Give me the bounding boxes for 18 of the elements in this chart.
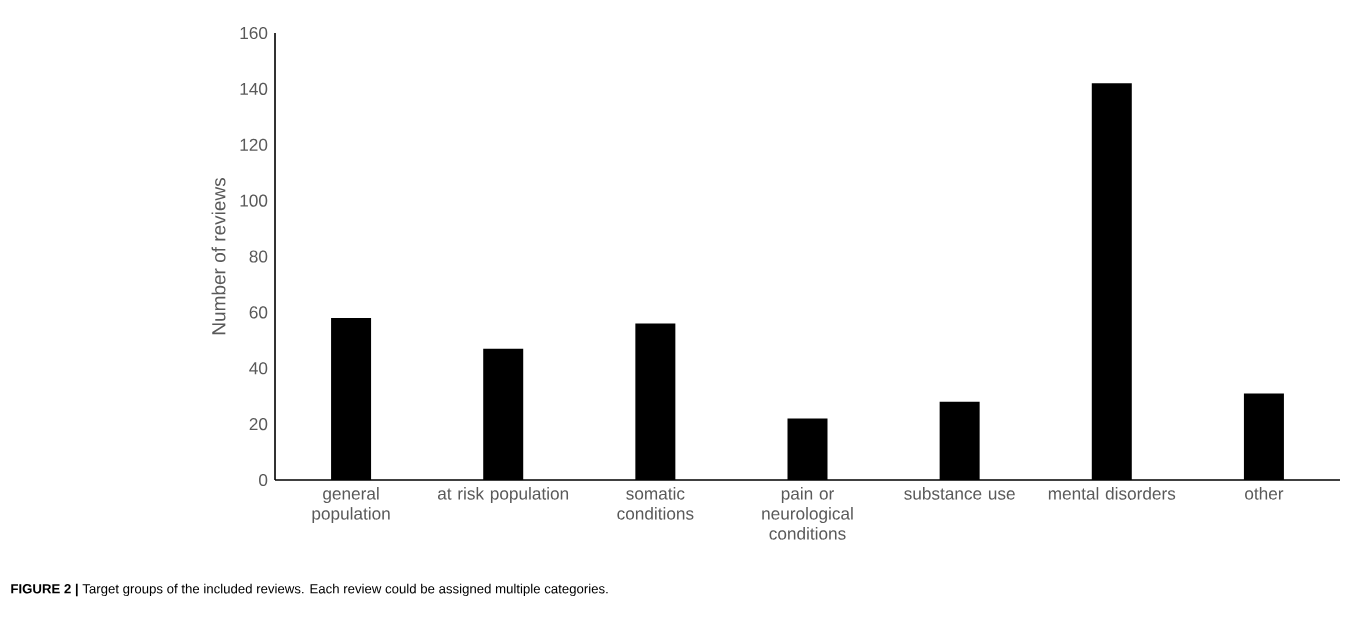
y-tick-label: 80 <box>249 250 268 263</box>
text: FIGURE 2 | Target groups of the included reviews. Each review could be assigned multiple categories. <box>11 583 608 597</box>
x-tick-label: at risk population <box>437 487 569 504</box>
y-tick-label: 20 <box>249 418 268 431</box>
x-tick-label: other <box>1245 487 1284 500</box>
y-tick-label: 160 <box>240 26 268 40</box>
x-tick-label: pain or neurological conditions <box>762 487 853 540</box>
y-tick-label: 60 <box>249 306 268 319</box>
y-tick-label: 100 <box>240 194 268 207</box>
y-axis-title: Number of reviews <box>211 178 226 335</box>
y-tick-label: 0 <box>259 473 268 487</box>
x-tick-label: general population <box>312 487 390 524</box>
x-tick-label: mental disorders <box>1048 487 1176 500</box>
x-tick-label: substance use <box>904 487 1015 500</box>
y-tick-label: 40 <box>249 362 268 375</box>
x-tick-label: somatic conditions <box>617 487 694 520</box>
y-tick-label: 140 <box>240 82 268 95</box>
y-tick-label: 120 <box>240 138 268 151</box>
